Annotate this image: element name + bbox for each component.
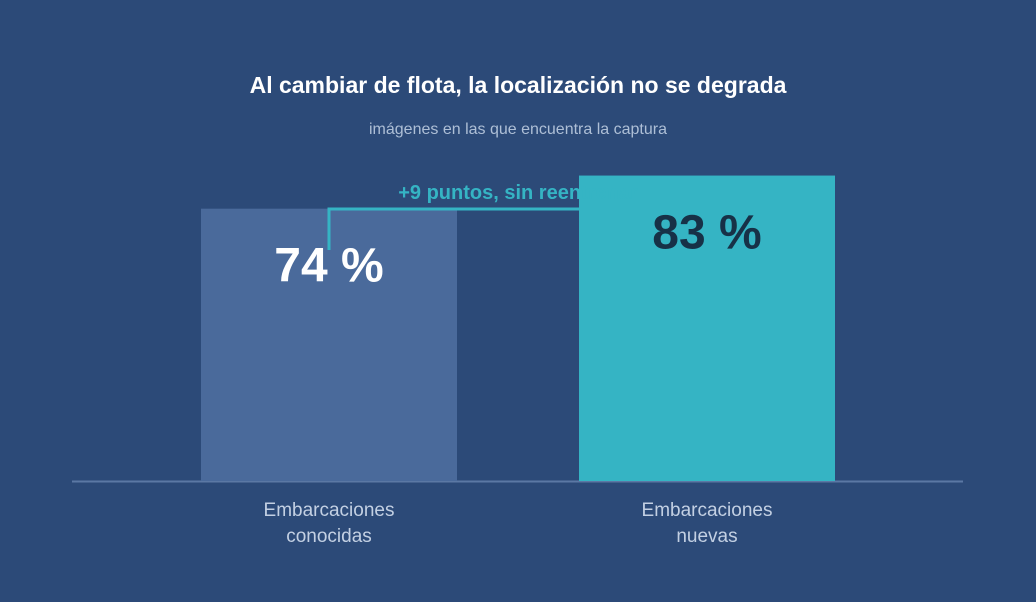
bar-new <box>579 175 835 481</box>
category-label-new: Embarcaciones nuevas <box>642 500 773 547</box>
category-label-known: Embarcaciones conocidas <box>264 500 395 547</box>
bar-known <box>201 208 457 481</box>
chart-subtitle: imágenes en las que encuentra la captura <box>369 121 667 138</box>
difference-annotation: +9 puntos, sin reentrenar <box>398 182 638 204</box>
difference-bracket <box>327 207 709 250</box>
chart-title: Al cambiar de flota, la localización no … <box>249 72 787 98</box>
